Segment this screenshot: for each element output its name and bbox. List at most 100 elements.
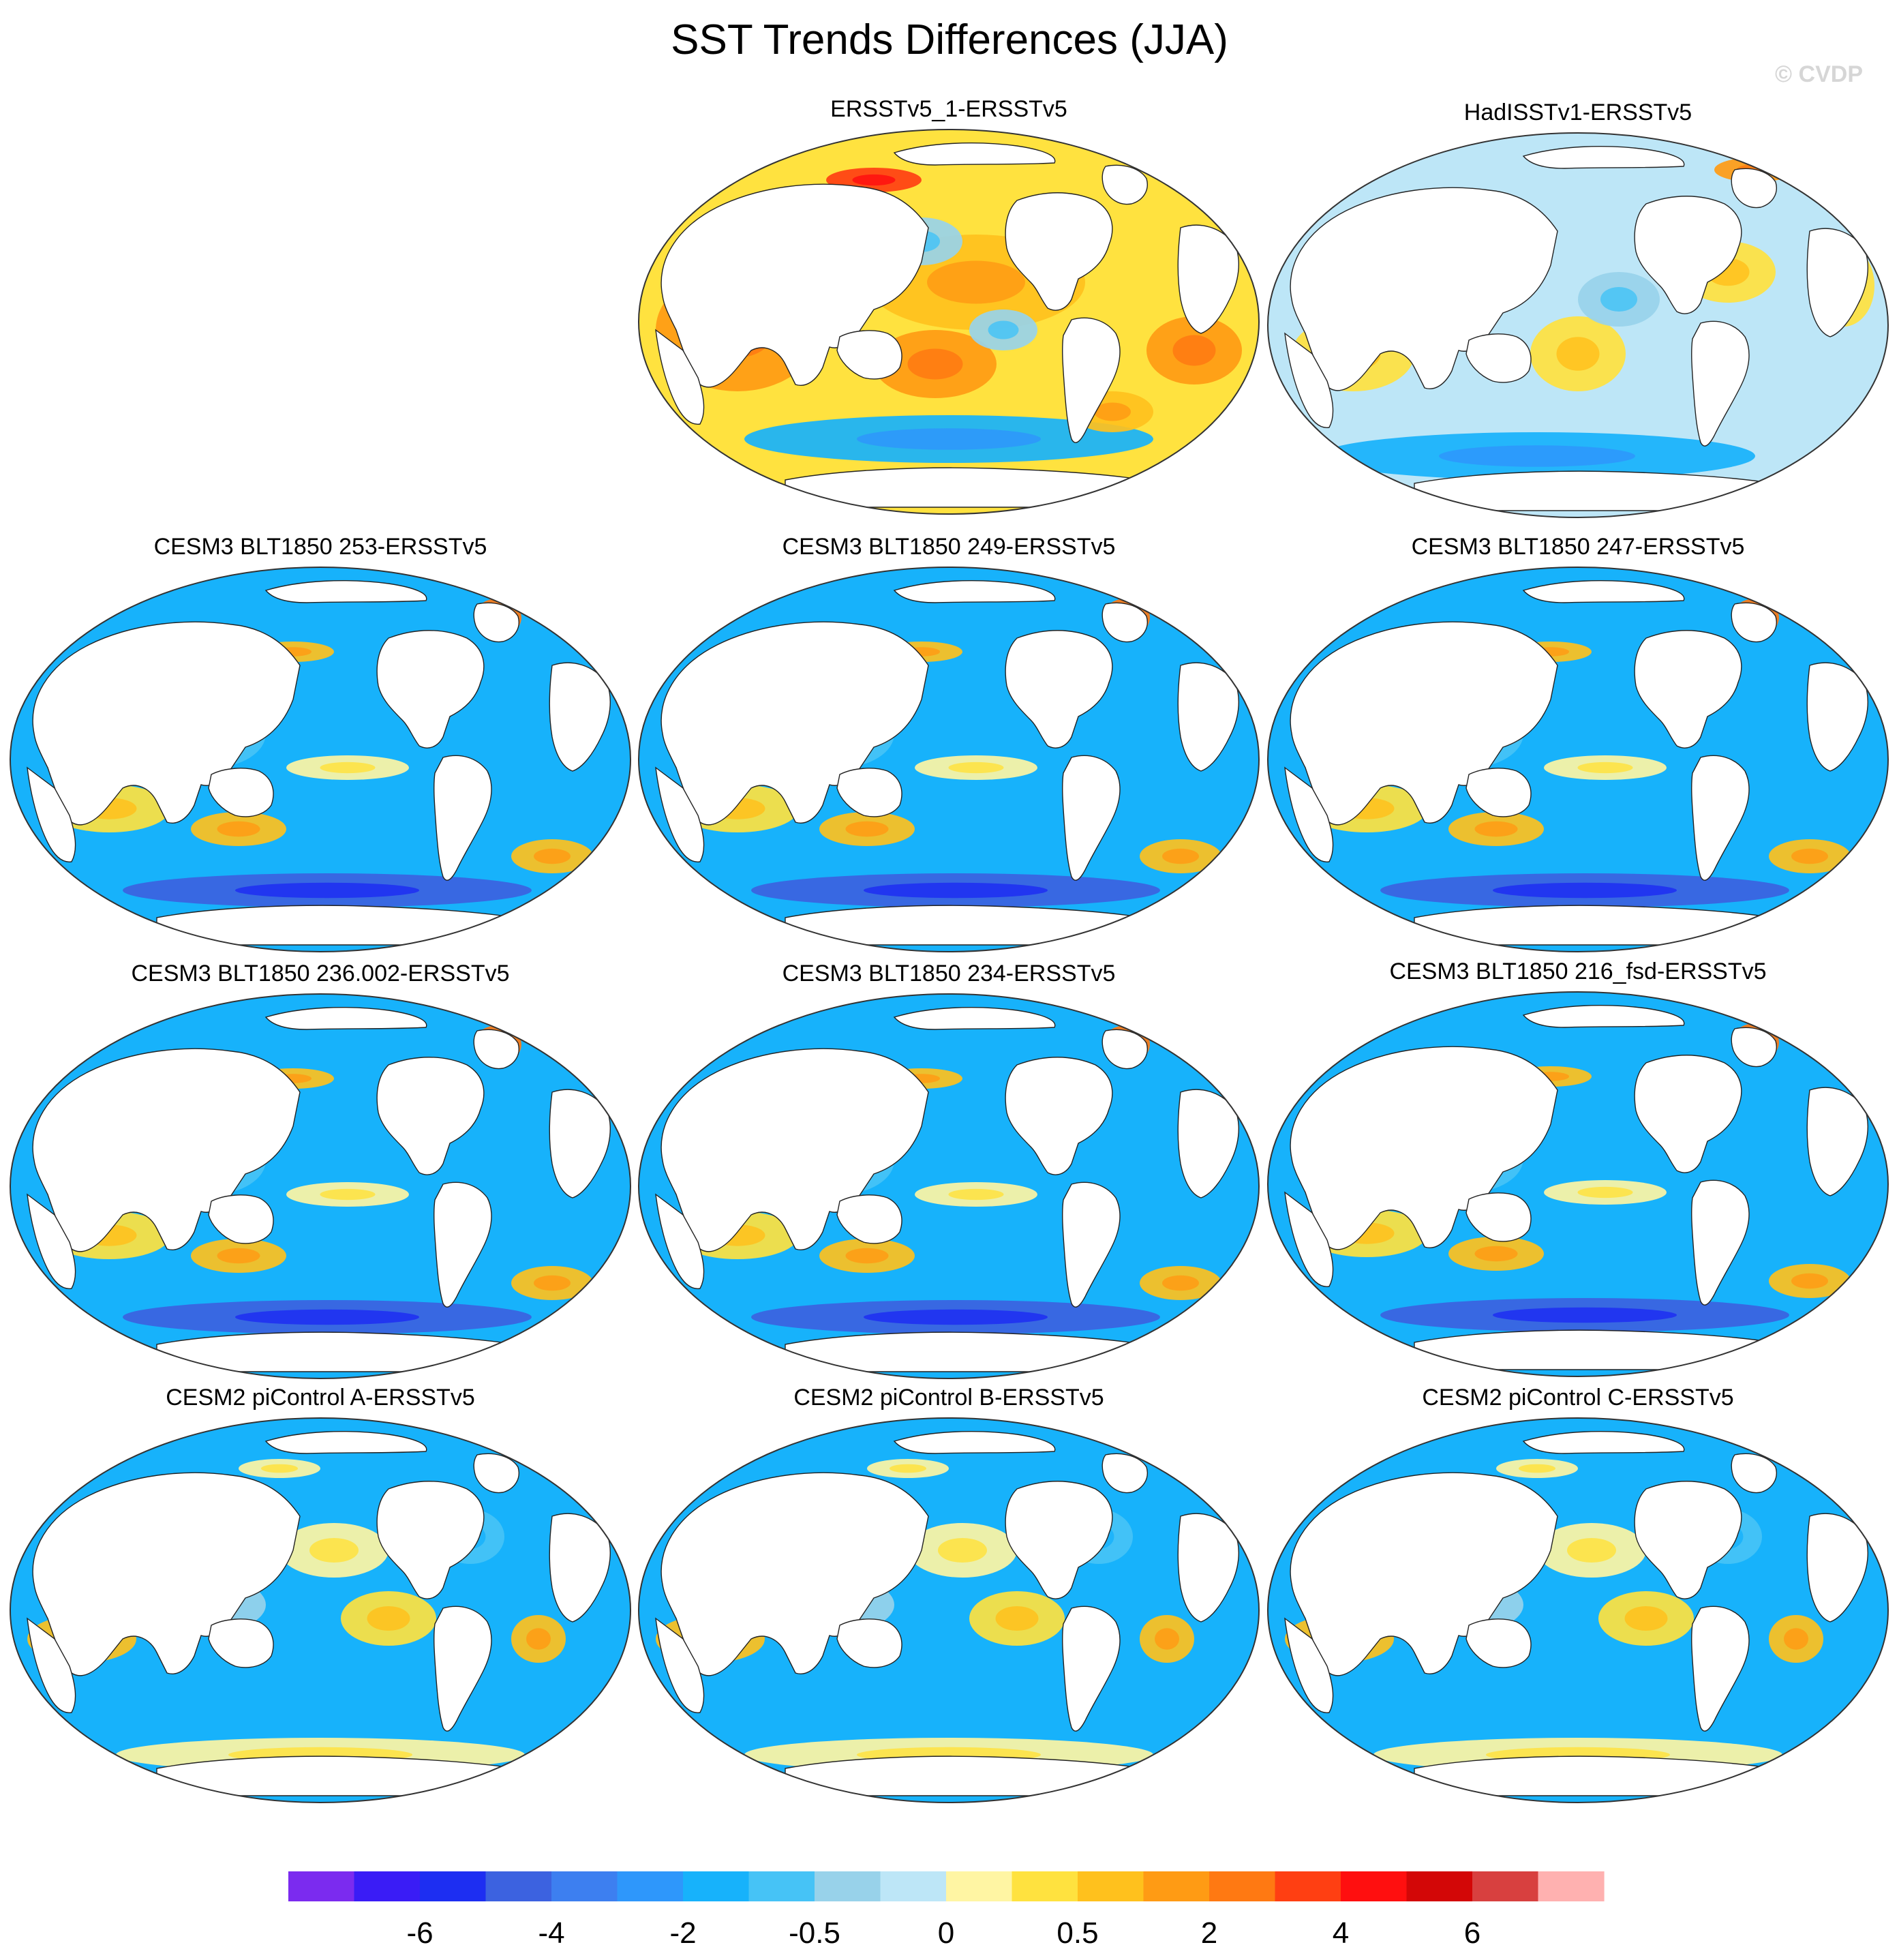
map-outline xyxy=(638,129,1260,515)
colorbar-swatch xyxy=(1078,1871,1144,1901)
land-mass xyxy=(1522,579,1685,603)
sst-anomaly-core xyxy=(1474,1246,1518,1262)
colorbar-tick-label: 4 xyxy=(1333,1916,1349,1950)
colorbar-swatch xyxy=(420,1871,487,1901)
panel-title: CESM3 BLT1850 234-ERSSTv5 xyxy=(782,961,1116,986)
figure-title: SST Trends Differences (JJA) xyxy=(671,16,1228,63)
land-mass xyxy=(1465,1618,1532,1668)
sst-trend-map xyxy=(1267,991,1889,1377)
sst-trend-map xyxy=(10,567,631,952)
land-mass xyxy=(1522,145,1685,169)
panel-title: CESM3 BLT1850 236.002-ERSSTv5 xyxy=(131,961,510,986)
colorbar-swatch xyxy=(1012,1871,1078,1901)
colorbar-swatch xyxy=(354,1871,421,1901)
panel-title: CESM3 BLT1850 216_fsd-ERSSTv5 xyxy=(1389,959,1767,984)
colorbar-swatch xyxy=(1406,1871,1473,1901)
land-mass xyxy=(836,768,902,817)
map-panel-cesm3-249: CESM3 BLT1850 249-ERSSTv5 xyxy=(635,533,1262,956)
colorbar-tick-label: -4 xyxy=(538,1916,564,1950)
panel-title: CESM2 piControl C-ERSSTv5 xyxy=(1422,1385,1734,1411)
map-panel-cesm2-picontrol-c: CESM2 piControl C-ERSSTv5 xyxy=(1264,1384,1892,1807)
sst-anomaly-core xyxy=(1474,821,1518,837)
sst-trend-map xyxy=(10,993,631,1379)
panel-title: CESM3 BLT1850 247-ERSSTv5 xyxy=(1411,534,1745,560)
sst-anomaly-core xyxy=(217,821,260,837)
land-mass xyxy=(208,1618,274,1668)
panel-title: CESM3 BLT1850 253-ERSSTv5 xyxy=(153,534,487,560)
sst-anomaly-core xyxy=(938,1538,987,1563)
panel-title: HadISSTv1-ERSSTv5 xyxy=(1463,100,1692,125)
map-outline xyxy=(10,1417,631,1803)
colorbar-swatch xyxy=(485,1871,552,1901)
land-mass xyxy=(1284,1617,1334,1713)
land-mass xyxy=(1634,630,1742,749)
land-mass xyxy=(1634,1481,1742,1599)
colorbar-tick-label: -6 xyxy=(406,1916,433,1950)
land-mass xyxy=(655,766,705,862)
land-mass xyxy=(1102,1029,1148,1070)
sst-trend-map xyxy=(1267,1417,1889,1803)
colorbar-swatch xyxy=(1143,1871,1210,1901)
sst-anomaly-core xyxy=(534,848,571,864)
land-mass xyxy=(376,1057,485,1175)
map-outline xyxy=(1267,1417,1889,1803)
sst-trend-map xyxy=(638,129,1260,515)
sst-anomaly-core xyxy=(1162,1275,1199,1291)
land-mass xyxy=(655,1617,705,1713)
sst-trend-map xyxy=(1267,567,1889,952)
land-mass xyxy=(434,1181,492,1308)
colorbar-swatch xyxy=(946,1871,1013,1901)
land-mass xyxy=(1284,1191,1334,1287)
sst-anomaly-core xyxy=(1519,1464,1555,1473)
land-mass xyxy=(1465,333,1532,383)
map-panel-cesm2-picontrol-a: CESM2 piControl A-ERSSTv5 xyxy=(7,1384,634,1807)
land-mass xyxy=(208,1194,274,1244)
land-mass xyxy=(655,1193,705,1289)
sst-anomaly-core xyxy=(1155,1628,1179,1650)
land-mass xyxy=(473,602,519,643)
sst-anomaly-core xyxy=(320,762,376,774)
land-mass xyxy=(1062,1181,1121,1308)
colorbar-swatch xyxy=(1538,1871,1605,1901)
land-mass xyxy=(1005,1481,1113,1599)
map-panel-cesm3-247: CESM3 BLT1850 247-ERSSTv5 xyxy=(1264,533,1892,956)
sst-anomaly-core xyxy=(864,882,1048,899)
sst-anomaly-core xyxy=(857,428,1041,450)
map-panel-cesm3-253: CESM3 BLT1850 253-ERSSTv5 xyxy=(7,533,634,956)
land-mass xyxy=(1005,1057,1113,1175)
land-mass xyxy=(1691,320,1750,447)
colorbar-tick-label: 0 xyxy=(938,1916,954,1950)
land-mass xyxy=(264,579,427,603)
land-mass xyxy=(1102,602,1148,643)
sst-anomaly-core xyxy=(1094,402,1131,421)
land-mass xyxy=(27,766,76,862)
map-panel-cesm3-236: CESM3 BLT1850 236.002-ERSSTv5 xyxy=(7,960,634,1383)
colorbar-tick-label: -0.5 xyxy=(789,1916,840,1950)
sst-anomaly-core xyxy=(995,1606,1039,1631)
panel-title: CESM3 BLT1850 249-ERSSTv5 xyxy=(782,534,1116,560)
sst-anomaly-core xyxy=(217,1248,260,1264)
land-mass xyxy=(473,1029,519,1070)
sst-anomaly-core xyxy=(907,348,963,380)
land-mass xyxy=(1522,1430,1685,1454)
panel-title: ERSSTv5_1-ERSSTv5 xyxy=(830,96,1067,122)
sst-anomaly-core xyxy=(845,821,889,837)
sst-anomaly-core xyxy=(948,762,1004,774)
land-mass xyxy=(473,1453,519,1494)
sst-anomaly-core xyxy=(526,1628,551,1650)
sst-anomaly-core xyxy=(1577,1186,1633,1198)
sst-anomaly-core xyxy=(1162,848,1199,864)
sst-anomaly-core xyxy=(988,320,1019,340)
land-mass xyxy=(1634,1055,1742,1173)
land-mass xyxy=(1062,755,1121,881)
panel-title: CESM2 piControl B-ERSSTv5 xyxy=(793,1385,1104,1411)
land-mass xyxy=(1731,602,1777,643)
sst-anomaly-core xyxy=(235,1309,419,1325)
land-mass xyxy=(1465,1192,1532,1242)
map-outline xyxy=(638,993,1260,1379)
sst-trend-map xyxy=(638,1417,1260,1803)
sst-anomaly-core xyxy=(845,1248,889,1264)
land-mass xyxy=(434,755,492,881)
map-outline xyxy=(1267,132,1889,518)
sst-anomaly-core xyxy=(1577,762,1633,774)
